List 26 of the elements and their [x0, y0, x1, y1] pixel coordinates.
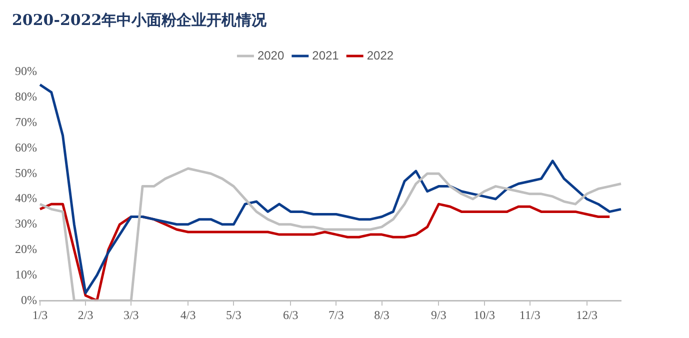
- y-tick-label: 0%: [20, 292, 37, 307]
- y-tick-label: 50%: [14, 166, 37, 180]
- y-tick-label: 40%: [14, 191, 37, 206]
- legend-label: 2021: [312, 48, 340, 62]
- x-tick-label: 5/3: [226, 308, 242, 322]
- x-tick-label: 1/3: [32, 308, 48, 322]
- y-tick-label: 60%: [14, 140, 37, 154]
- y-tick-label: 70%: [14, 114, 37, 129]
- legend-label: 2020: [257, 48, 284, 62]
- x-tick-label: 8/3: [374, 308, 390, 322]
- y-tick-label: 30%: [14, 216, 37, 231]
- x-tick-label: 11/3: [519, 308, 540, 322]
- y-tick-label: 10%: [14, 267, 37, 282]
- x-tick-label: 2/3: [78, 308, 94, 322]
- x-tick-label: 10/3: [474, 308, 495, 322]
- legend-label: 2022: [366, 48, 394, 62]
- x-tick-label: 7/3: [328, 308, 344, 322]
- x-tick-label: 4/3: [180, 308, 196, 322]
- x-tick-label: 3/3: [123, 308, 139, 322]
- chart-title: 2020-2022年中小面粉企业开机情况: [12, 10, 268, 29]
- y-tick-label: 90%: [14, 64, 37, 78]
- y-tick-label: 80%: [14, 90, 37, 104]
- x-tick-label: 9/3: [431, 308, 446, 322]
- x-tick-label: 12/3: [576, 308, 598, 322]
- y-tick-label: 20%: [14, 242, 37, 256]
- x-tick-label: 6/3: [282, 308, 298, 322]
